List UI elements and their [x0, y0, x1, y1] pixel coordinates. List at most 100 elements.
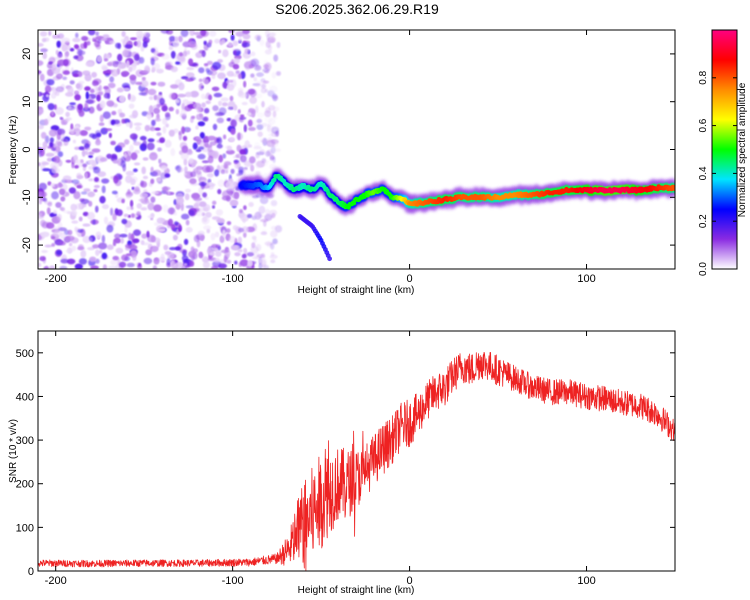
noise-speck: [126, 206, 131, 211]
noise-speck: [214, 169, 220, 177]
noise-speck: [226, 83, 235, 91]
noise-speck: [156, 217, 165, 224]
noise-speck: [106, 224, 114, 233]
noise-speck: [44, 265, 49, 269]
noise-speck: [212, 105, 219, 112]
noise-speck: [93, 184, 100, 189]
noise-speck: [60, 207, 65, 212]
noise-speck: [242, 30, 250, 35]
noise-speck: [215, 244, 221, 249]
noise-speck: [61, 37, 71, 44]
noise-speck: [84, 102, 89, 111]
noise-speck: [256, 118, 263, 124]
noise-speck: [250, 73, 255, 78]
noise-speck: [191, 115, 196, 120]
noise-speck: [140, 45, 145, 52]
snr-frame: [37, 330, 676, 572]
noise-speck: [51, 191, 59, 200]
noise-speck: [228, 42, 233, 47]
noise-speck: [168, 40, 173, 46]
noise-speck: [57, 53, 63, 59]
noise-speck: [195, 200, 200, 205]
noise-speck: [71, 245, 77, 251]
noise-speck: [123, 213, 129, 218]
noise-speck: [178, 132, 182, 141]
noise-speck: [207, 178, 212, 184]
noise-speck: [47, 181, 52, 186]
noise-speck: [253, 238, 257, 244]
noise-speck: [169, 247, 177, 251]
noise-speck: [188, 58, 194, 66]
noise-speck: [67, 86, 74, 95]
noise-speck: [72, 139, 76, 144]
noise-speck: [201, 165, 211, 173]
noise-speck: [182, 135, 188, 141]
y-tick-label: 300: [16, 435, 34, 447]
noise-speck: [269, 128, 277, 132]
noise-speck: [57, 151, 64, 158]
noise-speck: [121, 198, 125, 204]
x-tick-label: 0: [407, 273, 413, 285]
noise-speck: [231, 73, 240, 77]
noise-speck: [98, 242, 108, 250]
noise-speck: [153, 50, 159, 56]
noise-speck: [190, 90, 199, 98]
noise-speck: [255, 93, 263, 99]
noise-speck: [85, 71, 90, 77]
noise-speck: [38, 182, 47, 191]
noise-speck: [170, 223, 176, 231]
noise-speck: [70, 203, 77, 212]
noise-speck: [183, 50, 188, 57]
noise-speck: [128, 94, 136, 103]
noise-speck: [220, 249, 229, 254]
noise-speck: [88, 30, 96, 36]
noise-speck: [248, 126, 256, 131]
noise-speck: [50, 110, 55, 117]
noise-speck: [95, 249, 100, 256]
noise-speck: [134, 186, 140, 192]
noise-speck: [217, 188, 222, 195]
noise-speck: [49, 137, 55, 143]
noise-speck: [201, 102, 206, 108]
noise-speck: [167, 207, 176, 215]
branch-point: [327, 256, 332, 262]
noise-speck: [252, 223, 258, 232]
noise-speck: [195, 113, 204, 121]
noise-speck: [75, 203, 83, 210]
noise-speck: [93, 189, 98, 193]
noise-speck: [126, 194, 132, 199]
noise-speck: [270, 131, 278, 138]
noise-speck: [46, 79, 55, 86]
noise-speck: [56, 213, 62, 221]
noise-speck: [40, 231, 50, 238]
noise-speck: [95, 231, 102, 239]
noise-speck: [174, 221, 179, 226]
noise-speck: [81, 36, 89, 41]
noise-speck: [198, 67, 205, 74]
noise-speck: [101, 185, 106, 194]
noise-speck: [234, 260, 238, 265]
noise-speck: [228, 30, 235, 34]
noise-speck: [125, 253, 132, 257]
noise-speck: [202, 192, 208, 198]
noise-speck: [276, 71, 281, 76]
noise-speck: [232, 40, 239, 47]
noise-speck: [74, 90, 80, 96]
noise-speck: [73, 191, 81, 200]
noise-speck: [220, 38, 226, 45]
noise-speck: [256, 80, 261, 88]
noise-speck: [121, 218, 128, 225]
noise-speck: [108, 82, 116, 89]
noise-speck: [130, 213, 135, 219]
noise-speck: [67, 229, 73, 236]
noise-speck: [213, 257, 221, 263]
noise-speck: [216, 138, 221, 143]
noise-speckle: [38, 30, 283, 269]
noise-speck: [245, 91, 250, 100]
noise-speck: [197, 230, 205, 236]
noise-speck: [60, 196, 66, 202]
noise-speck: [243, 124, 247, 133]
noise-speck: [97, 171, 107, 178]
noise-speck: [141, 200, 150, 205]
noise-speck: [204, 107, 210, 114]
